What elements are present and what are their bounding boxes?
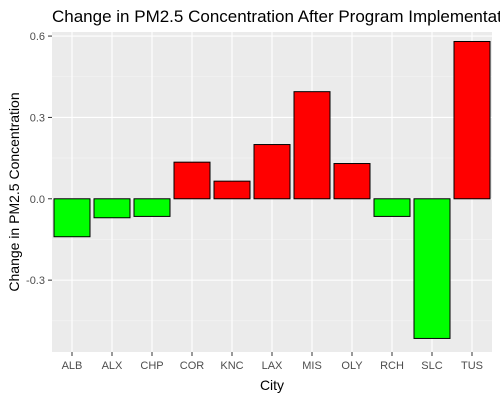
x-tick-label: CHP bbox=[140, 360, 163, 372]
x-tick-label: TUS bbox=[461, 360, 483, 372]
x-axis-title: City bbox=[260, 377, 284, 393]
bar-knc bbox=[213, 180, 251, 200]
x-tick-label: KNC bbox=[220, 360, 243, 372]
bar-tus bbox=[453, 40, 491, 200]
x-tick-label: COR bbox=[180, 360, 205, 372]
x-tick-label: LAX bbox=[262, 360, 283, 372]
y-axis: -0.3 0.0 0.3 0.6 bbox=[26, 31, 52, 287]
bar-cor bbox=[173, 161, 211, 200]
x-tick-label: ALX bbox=[102, 360, 123, 372]
x-tick-label: OLY bbox=[341, 360, 363, 372]
chart-title: Change in PM2.5 Concentration After Prog… bbox=[52, 7, 500, 26]
bar-lax bbox=[253, 144, 291, 200]
bar-slc bbox=[413, 198, 451, 339]
x-tick-label: MIS bbox=[302, 360, 322, 372]
bar-chp bbox=[133, 198, 171, 217]
bar-mis bbox=[293, 91, 331, 200]
bar-rch bbox=[373, 198, 411, 217]
y-tick-label: 0.6 bbox=[30, 31, 45, 43]
y-tick-label: 0.0 bbox=[30, 194, 45, 206]
bar-alb bbox=[53, 198, 91, 238]
x-tick-label: ALB bbox=[62, 360, 83, 372]
x-tick-label: SLC bbox=[421, 360, 442, 372]
y-axis-title: Change in PM2.5 Concentration bbox=[6, 92, 22, 291]
bar-oly bbox=[333, 163, 371, 200]
bar-alx bbox=[93, 198, 131, 219]
x-axis: ALB ALX CHP COR KNC LAX MIS OLY RCH SLC TUS bbox=[62, 352, 483, 372]
y-tick-label: 0.3 bbox=[30, 112, 45, 124]
bars bbox=[53, 40, 491, 339]
x-tick-label: RCH bbox=[380, 360, 404, 372]
y-tick-label: -0.3 bbox=[26, 275, 45, 287]
